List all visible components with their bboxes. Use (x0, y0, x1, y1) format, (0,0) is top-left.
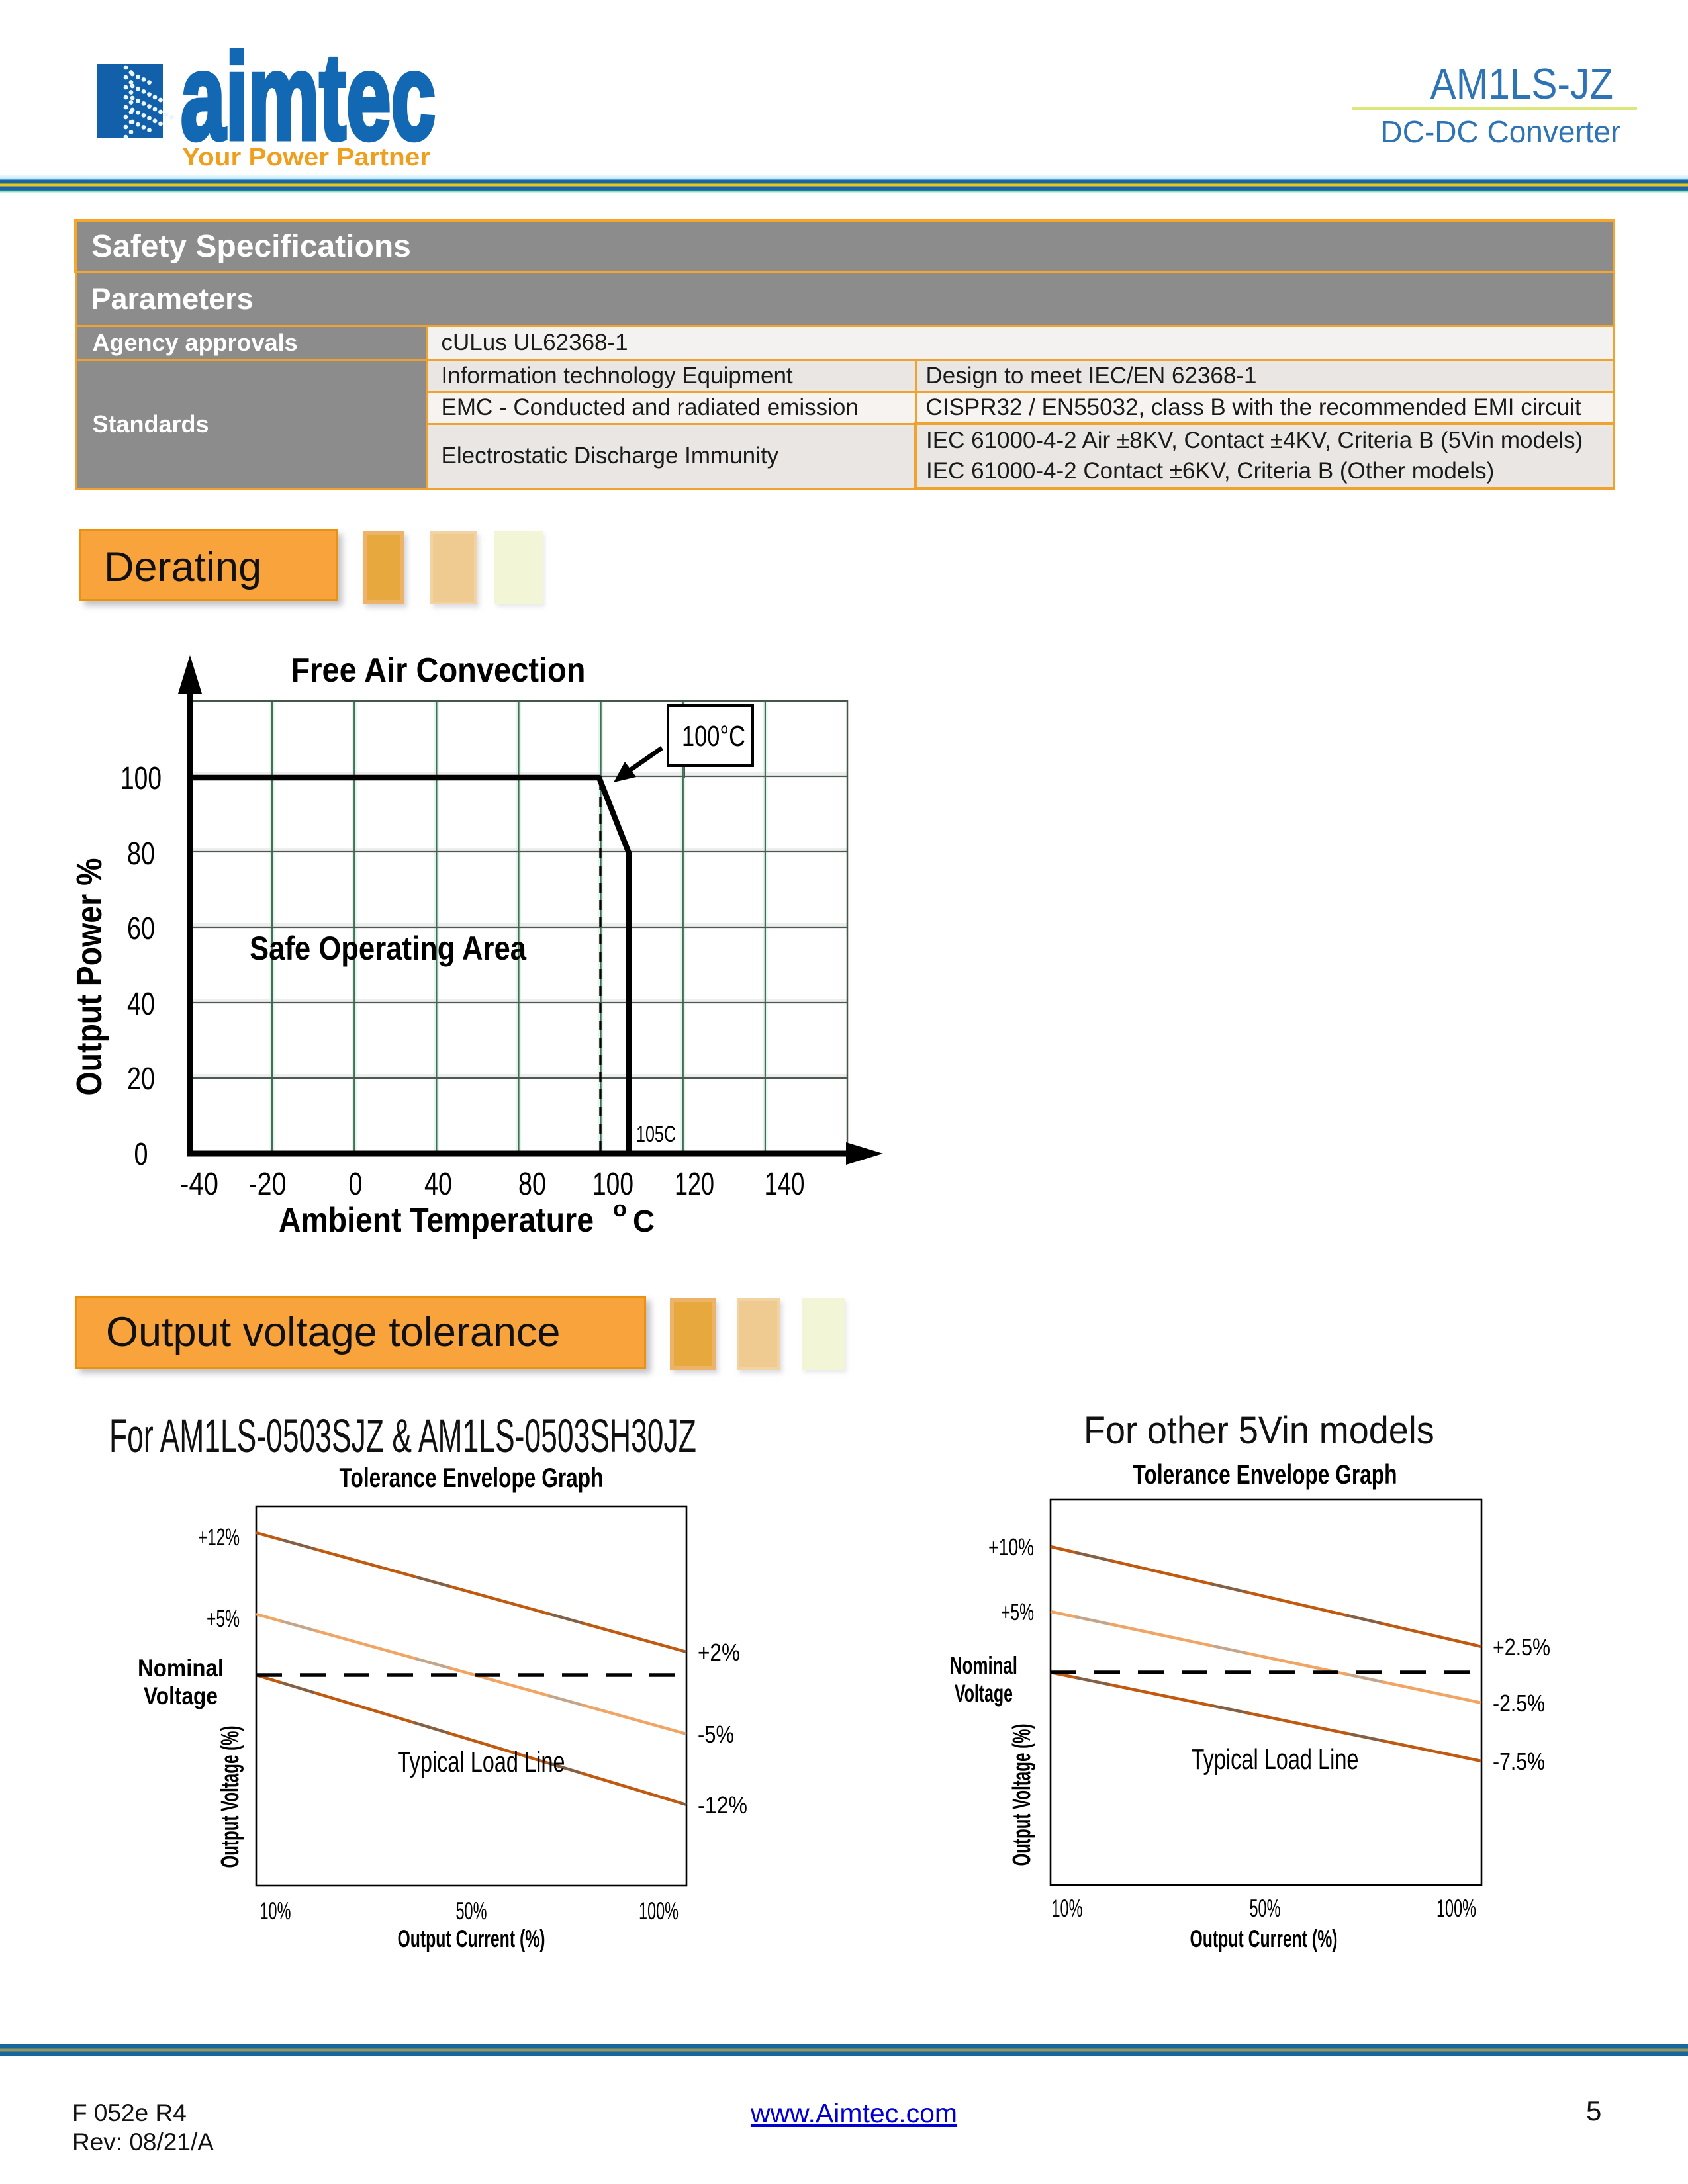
svg-text:-5%: -5% (698, 1721, 734, 1748)
svg-text:Tolerance Envelope Graph: Tolerance Envelope Graph (1133, 1459, 1397, 1490)
svg-text:+5%: +5% (1001, 1598, 1034, 1625)
svg-text:100%: 100% (1436, 1895, 1476, 1922)
svg-text:aimtec: aimtec (181, 40, 436, 165)
svg-text:Output Current (%): Output Current (%) (1190, 1925, 1338, 1952)
svg-text:Output Voltage (%): Output Voltage (%) (216, 1726, 244, 1868)
svg-text:+5%: +5% (207, 1605, 240, 1632)
svg-text:Voltage: Voltage (955, 1680, 1013, 1707)
svg-text:Your Power Partner: Your Power Partner (182, 144, 430, 171)
svg-text:40: 40 (127, 987, 155, 1022)
svg-text:80: 80 (518, 1167, 546, 1202)
svg-text:-7.5%: -7.5% (1493, 1748, 1545, 1775)
svg-text:-12%: -12% (698, 1792, 747, 1819)
svg-text:50%: 50% (1250, 1895, 1281, 1922)
svg-text:Typical Load Line: Typical Load Line (398, 1746, 565, 1778)
svg-text:100%: 100% (639, 1897, 679, 1925)
svg-text:-2.5%: -2.5% (1493, 1690, 1545, 1717)
svg-text:Tolerance Envelope Graph: Tolerance Envelope Graph (340, 1462, 604, 1493)
svg-text:Typical Load Line: Typical Load Line (1192, 1743, 1359, 1776)
svg-text:Free Air Convection: Free Air Convection (291, 651, 586, 690)
svg-text:40: 40 (424, 1167, 452, 1202)
svg-text:Voltage: Voltage (144, 1682, 218, 1709)
svg-text:80: 80 (127, 837, 155, 872)
svg-text:10%: 10% (1052, 1895, 1083, 1922)
svg-text:Output Voltage (%): Output Voltage (%) (1008, 1724, 1036, 1866)
svg-text:20: 20 (127, 1062, 155, 1097)
svg-text:+10%: +10% (988, 1533, 1034, 1561)
svg-text:100: 100 (120, 761, 162, 796)
svg-text:140: 140 (765, 1167, 805, 1202)
svg-text:120: 120 (675, 1167, 714, 1202)
svg-text:o: o (613, 1197, 627, 1222)
svg-text:-20: -20 (249, 1167, 287, 1202)
svg-text:Output Current (%): Output Current (%) (398, 1925, 545, 1952)
svg-text:100: 100 (592, 1167, 633, 1202)
svg-text:0: 0 (134, 1137, 148, 1172)
svg-text:+12%: +12% (198, 1524, 240, 1551)
svg-text:Nominal: Nominal (950, 1652, 1017, 1679)
svg-text:Nominal: Nominal (138, 1655, 224, 1682)
svg-text:0: 0 (349, 1167, 363, 1202)
svg-text:10%: 10% (260, 1897, 291, 1925)
svg-text:C: C (633, 1204, 655, 1238)
svg-text:50%: 50% (456, 1897, 487, 1925)
svg-text:Ambient Temperature: Ambient Temperature (279, 1201, 594, 1240)
svg-text:-40: -40 (180, 1167, 218, 1202)
svg-text:+2.5%: +2.5% (1493, 1633, 1550, 1661)
svg-text:105C: 105C (636, 1122, 676, 1147)
svg-text:60: 60 (127, 911, 155, 946)
svg-text:100°C: 100°C (682, 720, 745, 752)
svg-text:Output Power %: Output Power % (70, 858, 109, 1096)
svg-text:+2%: +2% (698, 1639, 740, 1666)
svg-text:Safe Operating Area: Safe Operating Area (250, 930, 527, 967)
